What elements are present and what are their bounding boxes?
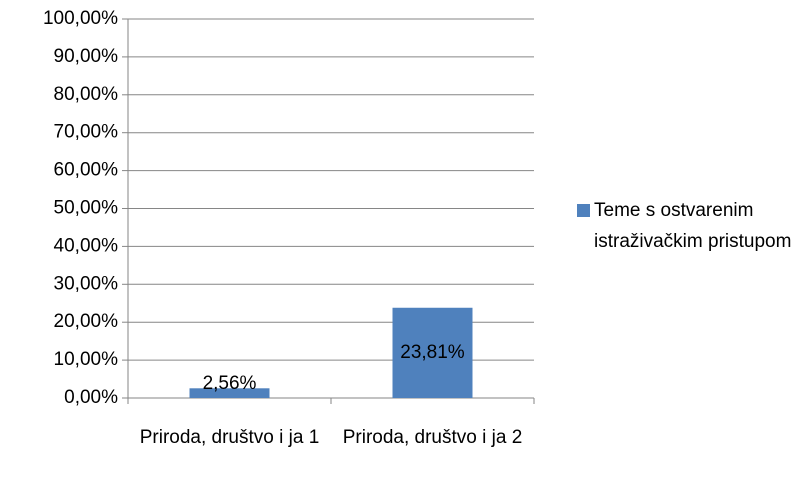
legend-swatch <box>577 204 590 217</box>
y-tick-label: 30,00% <box>54 273 119 294</box>
data-label: 23,81% <box>400 342 465 363</box>
y-tick-label: 50,00% <box>54 198 119 219</box>
y-tick-label: 60,00% <box>54 160 119 181</box>
y-tick-label: 100,00% <box>43 8 118 29</box>
data-label: 2,56% <box>203 373 257 394</box>
y-tick-label: 90,00% <box>54 46 119 67</box>
bar <box>392 307 473 398</box>
y-tick-label: 10,00% <box>54 349 119 370</box>
legend-label: Teme s ostvarenim istraživačkim pristupo… <box>594 200 792 252</box>
y-tick-label: 70,00% <box>54 122 119 143</box>
x-tick-label: Priroda, društvo i ja 2 <box>342 427 523 448</box>
bar <box>189 388 270 398</box>
y-tick-label: 80,00% <box>54 84 119 105</box>
x-tick-label: Priroda, društvo i ja 1 <box>139 427 320 448</box>
y-tick-label: 40,00% <box>54 235 119 256</box>
y-tick-label: 20,00% <box>54 311 119 332</box>
y-tick-label: 0,00% <box>64 387 118 408</box>
